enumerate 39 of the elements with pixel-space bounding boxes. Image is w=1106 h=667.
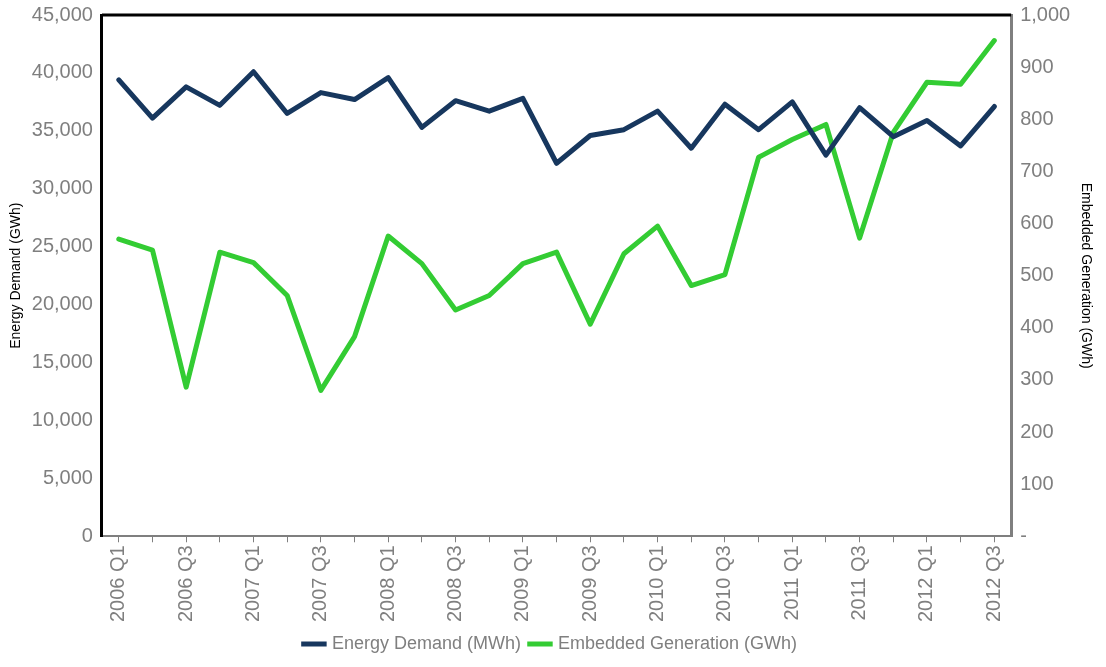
y2-tick-label: 600 [1020, 211, 1054, 234]
x-tick-label: 2012 Q1 [914, 545, 937, 623]
y-tick-label: 45,000 [31, 2, 93, 25]
y-tick-label: 15,000 [31, 350, 93, 373]
x-tick-label: 2007 Q1 [241, 545, 264, 623]
y2-axis-title: Embedded Generation (GWh) [1078, 182, 1095, 369]
y-tick-label: 35,000 [31, 118, 93, 141]
y2-tick-label: - [1020, 523, 1027, 546]
y-axis-title: Energy Demand (GWh) [7, 202, 24, 349]
y2-tick-label: 800 [1020, 106, 1054, 129]
y-tick-label: 30,000 [31, 176, 93, 199]
y2-tick-label: 200 [1020, 419, 1054, 442]
y2-tick-label: 300 [1020, 367, 1054, 390]
y-tick-label: 0 [81, 523, 93, 546]
y2-tick-label: 100 [1020, 471, 1054, 494]
y-tick-label: 5,000 [42, 465, 93, 488]
y2-tick-label: 1,000 [1020, 2, 1071, 25]
x-tick-label: 2012 Q3 [981, 545, 1004, 623]
x-tick-label: 2008 Q1 [375, 545, 398, 623]
y2-tick-label: 900 [1020, 54, 1054, 77]
x-tick-label: 2010 Q3 [712, 545, 735, 623]
x-tick-label: 2008 Q3 [443, 545, 466, 623]
x-tick-label: 2011 Q3 [847, 545, 870, 621]
y2-tick-label: 700 [1020, 158, 1054, 181]
legend-label: Energy Demand (MWh) [331, 632, 521, 653]
y-tick-label: 20,000 [31, 292, 93, 315]
x-tick-label: 2010 Q1 [645, 545, 668, 623]
x-tick-label: 2007 Q3 [308, 545, 331, 623]
x-tick-label: 2011 Q1 [779, 545, 802, 621]
x-tick-label: 2009 Q3 [577, 545, 600, 623]
y-tick-label: 25,000 [31, 234, 93, 257]
x-tick-label: 2006 Q1 [106, 545, 129, 623]
y-tick-label: 10,000 [31, 407, 93, 430]
y2-tick-label: 500 [1020, 263, 1054, 286]
y-tick-label: 40,000 [31, 60, 93, 83]
legend-label: Embedded Generation (GWh) [557, 632, 798, 653]
y2-tick-label: 400 [1020, 315, 1054, 338]
x-tick-label: 2009 Q1 [510, 545, 533, 623]
x-tick-label: 2006 Q3 [173, 545, 196, 623]
